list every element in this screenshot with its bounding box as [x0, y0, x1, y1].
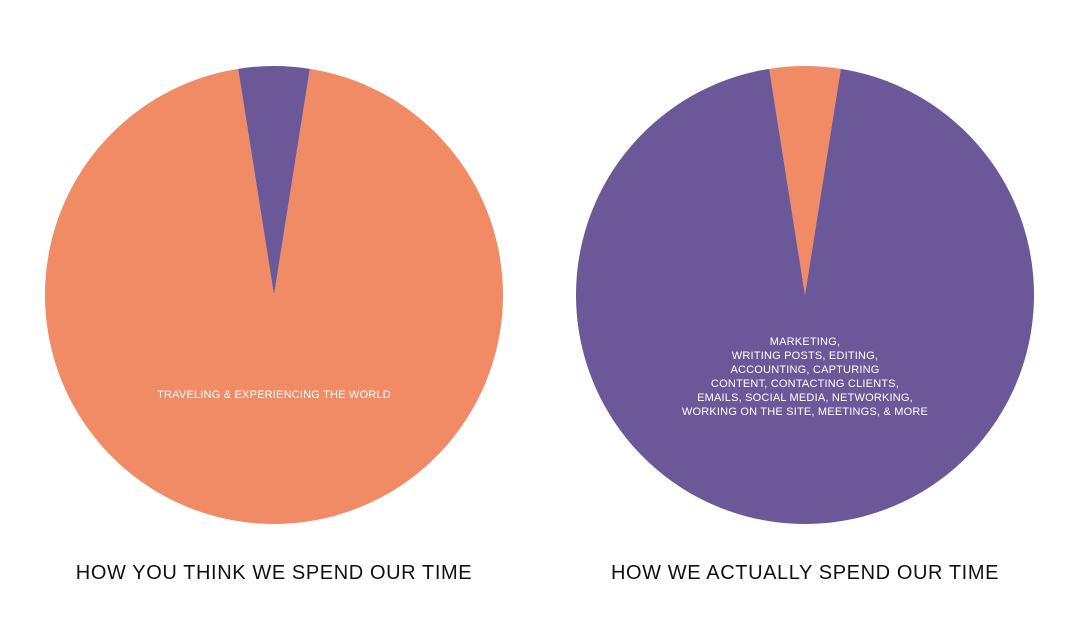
- chart-title-actual: HOW WE ACTUALLY SPEND OUR TIME: [611, 562, 999, 584]
- slice-label-line: WRITING POSTS, EDITING,: [732, 350, 878, 362]
- chart-title-perceived: HOW YOU THINK WE SPEND OUR TIME: [76, 562, 472, 584]
- slice-label-work: MARKETING, WRITING POSTS, EDITING, ACCOUNT…: [682, 336, 928, 418]
- slice-label-line: ACCOUNTING, CAPTURING: [730, 364, 879, 376]
- pie-slice-perceived-work: [238, 66, 310, 295]
- slice-label-line: WORKING ON THE SITE, MEETINGS, & MORE: [682, 406, 928, 418]
- slice-label-line: CONTENT, CONTACTING CLIENTS,: [711, 378, 899, 390]
- pie-chart-perceived: TRAVELING & EXPERIENCING THE WORLD HOW Y…: [45, 66, 504, 584]
- pie-slice-actual-travel: [769, 66, 841, 295]
- pie-slice-traveling: [45, 68, 504, 525]
- slice-label-line: MARKETING,: [770, 336, 840, 348]
- slice-label-traveling: TRAVELING & EXPERIENCING THE WORLD: [157, 389, 391, 401]
- slice-label-line: EMAILS, SOCIAL MEDIA, NETWORKING,: [697, 392, 913, 404]
- pie-chart-actual: MARKETING, WRITING POSTS, EDITING, ACCOUNT…: [576, 66, 1034, 584]
- pie-slice-work: [576, 68, 1034, 525]
